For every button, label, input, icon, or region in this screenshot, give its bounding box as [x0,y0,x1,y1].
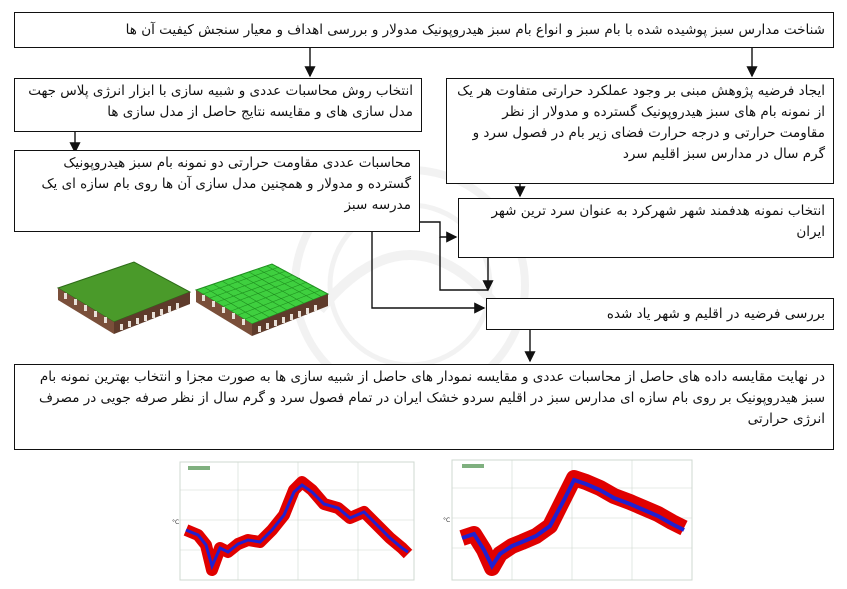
step-hypothesis-review-box: بررسی فرضیه در اقلیم و شهر یاد شده [486,298,834,330]
arrow-calc-to-review [371,232,486,314]
step-method-box: انتخاب روش محاسبات عددی و شبیه سازی با ا… [14,78,422,132]
simulation-plot-modular: °C [443,459,693,581]
svg-text:°C: °C [443,517,450,524]
step-case-city-box: انتخاب نمونه هدفمند شهر شهرکرد به عنوان … [458,198,834,258]
modular-roof-model [194,263,330,336]
step-green-schools-box: شناخت مدارس سبز پوشیده شده با بام سبز و … [14,12,834,48]
simulation-plot-extensive: °C [172,461,415,581]
step-hypothesis-box: ایجاد فرضیه پژوهش مبنی بر وجود عملکرد حر… [446,78,834,184]
step-final-comparison-box: در نهایت مقایسه داده های حاصل از محاسبات… [14,364,834,450]
arrow-calc-to-city [420,221,458,243]
step-numerical-calc-box: محاسبات عددی مقاومت حرارتی دو نمونه بام … [14,150,420,232]
extensive-roof-model [56,261,192,334]
svg-text:°C: °C [172,519,179,526]
